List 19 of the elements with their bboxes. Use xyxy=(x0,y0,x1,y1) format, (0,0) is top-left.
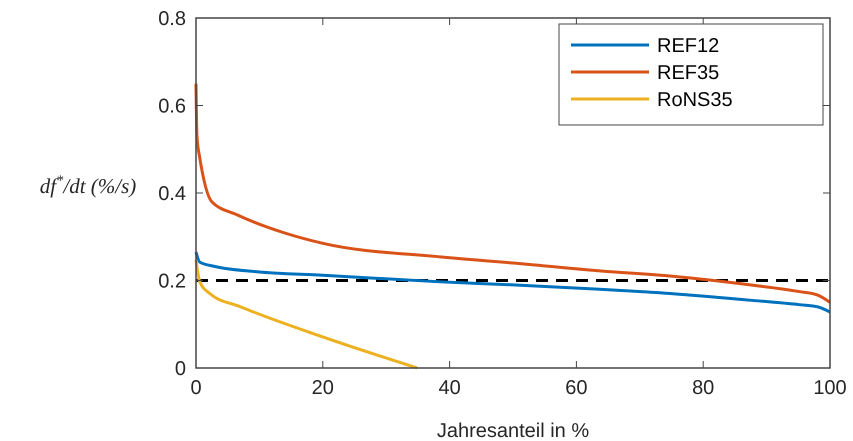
legend-label: RoNS35 xyxy=(657,89,733,111)
legend-label: REF12 xyxy=(657,35,720,57)
x-tick-label: 100 xyxy=(813,377,847,399)
line-series xyxy=(194,258,419,370)
line-series xyxy=(194,82,832,304)
x-axis-title: Jahresanteil in % xyxy=(436,420,590,441)
line-series xyxy=(194,250,832,314)
y-tick-label: 0.8 xyxy=(158,8,186,30)
legend-label: REF35 xyxy=(657,62,720,84)
y-tick-label: 0.6 xyxy=(158,96,186,118)
y-tick-label: 0 xyxy=(174,358,186,380)
y-tick-label: 0.4 xyxy=(158,183,186,205)
x-tick-label: 20 xyxy=(312,377,334,399)
x-tick-label: 0 xyxy=(190,377,202,399)
x-tick-label: 40 xyxy=(438,377,461,399)
y-tick-label: 0.2 xyxy=(158,270,186,292)
x-tick-label: 60 xyxy=(565,377,588,399)
y-axis-title: df$^{*}$/dt (%/s) xyxy=(40,173,136,198)
x-tick-label: 80 xyxy=(692,377,714,399)
